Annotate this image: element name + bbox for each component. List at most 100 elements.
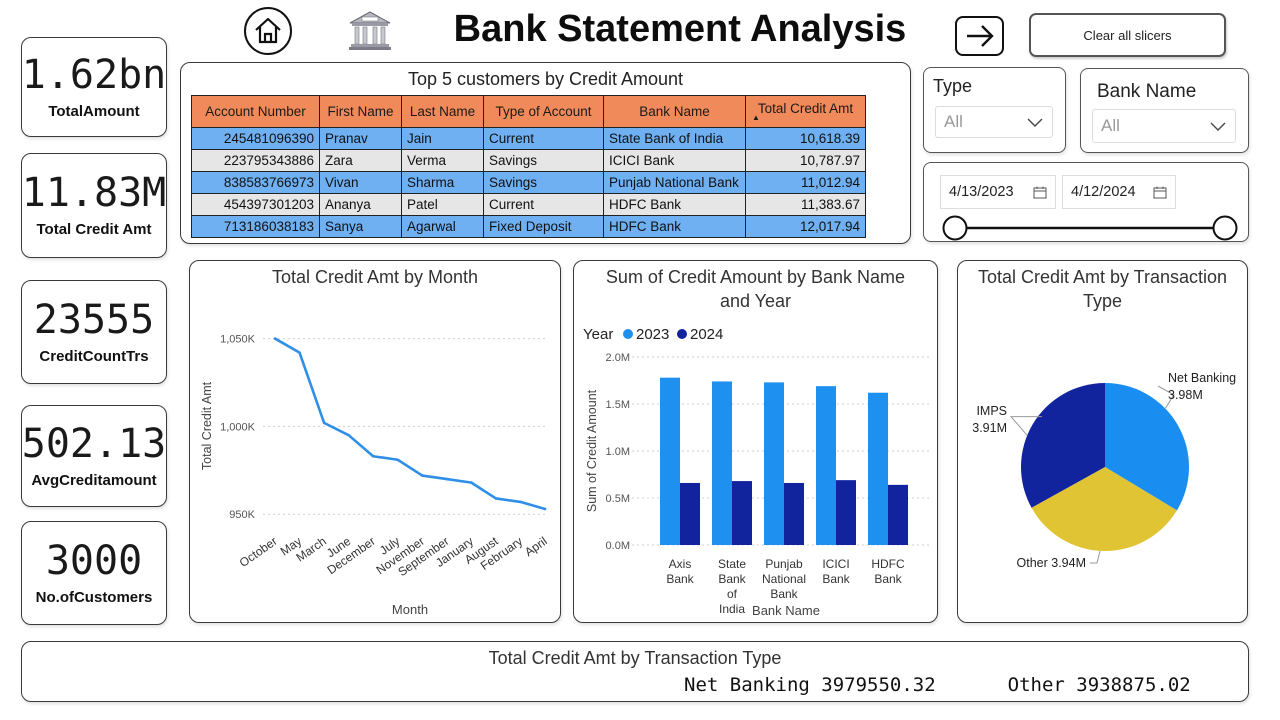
legend-label[interactable]: 2024: [690, 326, 723, 343]
start-date-input[interactable]: 4/13/2023: [940, 175, 1056, 209]
slider-handle-start[interactable]: [942, 215, 968, 241]
kpi-total-amount: 1.62bn TotalAmount: [21, 37, 167, 137]
footer-values: Net Banking 3979550.32 Other 3938875.02: [684, 674, 1191, 696]
dropdown-value: All: [1101, 116, 1120, 135]
cell-first-name: Ananya: [319, 193, 402, 216]
bank-name-dropdown[interactable]: All: [1092, 109, 1236, 143]
bar[interactable]: [836, 480, 856, 545]
table-header-row: Account Number First Name Last Name Type…: [191, 95, 866, 128]
cell-account-type: Savings: [483, 171, 604, 194]
slice-label: Other 3.94M: [1017, 556, 1086, 570]
bar-chart-card: Sum of Credit Amount by Bank Name and Ye…: [573, 260, 938, 623]
y-axis-label: Total Credit Amt: [200, 381, 214, 470]
legend-label[interactable]: 2023: [636, 326, 669, 343]
legend-marker[interactable]: [677, 329, 687, 339]
cell-bank: State Bank of India: [603, 127, 746, 150]
cell-last-name: Agarwal: [401, 215, 484, 238]
cell-account-type: Current: [483, 127, 604, 150]
bar[interactable]: [784, 482, 804, 545]
table-row[interactable]: 223795343886 Zara Verma Savings ICICI Ba…: [191, 149, 866, 172]
table-row[interactable]: 713186038183 Sanya Agarwal Fixed Deposit…: [191, 215, 866, 238]
kpi-label: No.ofCustomers: [35, 588, 153, 606]
kpi-label: Total Credit Amt: [36, 221, 152, 238]
kpi-total-credit-amt: 11.83M Total Credit Amt: [21, 153, 167, 258]
type-dropdown[interactable]: All: [935, 106, 1053, 138]
data-point[interactable]: [273, 337, 277, 340]
series-line[interactable]: [274, 337, 546, 511]
data-point[interactable]: [420, 474, 424, 477]
cell-last-name: Patel: [401, 193, 484, 216]
column-header[interactable]: First Name: [319, 95, 402, 128]
bar[interactable]: [868, 392, 888, 545]
bar[interactable]: [680, 482, 700, 545]
column-header[interactable]: Last Name: [401, 95, 484, 128]
data-point[interactable]: [445, 477, 449, 481]
x-tick-label: HDFC Bank: [871, 557, 905, 586]
bar[interactable]: [888, 484, 908, 545]
table-row[interactable]: 245481096390 Pranav Jain Current State B…: [191, 127, 866, 150]
bar[interactable]: [712, 381, 732, 545]
leader-line: [1157, 385, 1175, 409]
table-row[interactable]: 454397301203 Ananya Patel Current HDFC B…: [191, 193, 866, 216]
column-header[interactable]: Account Number: [191, 95, 320, 128]
dropdown-value: All: [944, 112, 963, 131]
x-tick-label: Punjab National Bank: [762, 557, 806, 601]
line-chart: 950K1,000K1,050KOctoberMayMarchJuneDecem…: [200, 334, 550, 617]
slice-value: 3.98M: [1168, 388, 1203, 402]
kpi-customers: 3000 No.ofCustomers: [21, 521, 167, 625]
pie-slice[interactable]: [1021, 383, 1105, 508]
data-point[interactable]: [371, 454, 375, 458]
cell-first-name: Sanya: [319, 215, 402, 238]
y-tick-label: 1,050K: [220, 334, 256, 346]
cell-account: 454397301203: [191, 193, 320, 216]
column-header-sorted[interactable]: Total Credit Amt ▲: [745, 95, 866, 128]
data-point[interactable]: [396, 458, 400, 462]
next-page-button[interactable]: [955, 16, 1004, 56]
chevron-down-icon: [1027, 118, 1043, 127]
chart-title: Sum of Credit Amount by Bank Name and Ye…: [605, 267, 906, 311]
column-header[interactable]: Bank Name: [603, 95, 746, 128]
x-tick-label: State Bank of India: [718, 557, 747, 616]
slider-handle-end[interactable]: [1212, 215, 1238, 241]
home-icon: [255, 17, 281, 44]
pie-slice[interactable]: [1105, 383, 1189, 511]
end-date-input[interactable]: 4/12/2024: [1062, 175, 1176, 209]
footer-title: Total Credit Amt by Transaction Type: [488, 648, 782, 668]
x-tick-label: ICICI Bank: [822, 557, 850, 586]
x-tick-label: Axis Bank: [666, 557, 694, 586]
pie-chart-card: Total Credit Amt by Transaction Type Net…: [957, 260, 1248, 623]
cell-account: 713186038183: [191, 215, 320, 238]
home-button[interactable]: [244, 7, 292, 55]
y-tick-label: 1.5M: [606, 399, 630, 411]
pie-slice[interactable]: [1031, 467, 1177, 551]
clear-slicers-button[interactable]: Clear all slicers: [1029, 13, 1226, 57]
cell-account: 223795343886: [191, 149, 320, 172]
data-point[interactable]: [519, 500, 522, 504]
legend-marker[interactable]: [623, 329, 633, 339]
cell-credit: 12,017.94: [745, 215, 866, 238]
data-point[interactable]: [543, 507, 547, 511]
x-axis-label: Bank Name: [752, 603, 820, 618]
bank-name-slicer: Bank Name All: [1080, 68, 1249, 153]
data-point[interactable]: [494, 497, 498, 500]
calendar-icon: [1033, 186, 1047, 198]
bar[interactable]: [816, 386, 836, 545]
legend-title: Year: [583, 326, 613, 343]
table-row[interactable]: 838583766973 Vivan Sharma Savings Punjab…: [191, 171, 866, 194]
data-point[interactable]: [470, 481, 473, 484]
column-header[interactable]: Type of Account: [483, 95, 604, 128]
bar[interactable]: [764, 382, 784, 545]
data-point[interactable]: [347, 433, 350, 437]
type-slicer: Type All: [923, 67, 1066, 153]
table-title: Top 5 customers by Credit Amount: [407, 69, 684, 89]
data-point[interactable]: [298, 351, 301, 354]
bar-chart: Year 2023 2024 0.0M 0.5M 1.0M 1.5M 2.0M Axis Bank…: [583, 326, 929, 618]
bar[interactable]: [660, 377, 680, 545]
end-date-value: 4/12/2024: [1071, 184, 1136, 200]
data-point[interactable]: [322, 421, 326, 425]
y-tick-label: 0.5M: [606, 493, 630, 505]
calendar-icon: [1153, 186, 1167, 198]
page-title: Bank Statement Analysis: [453, 8, 907, 50]
bar[interactable]: [732, 481, 752, 545]
date-range-slider[interactable]: [938, 214, 1238, 242]
